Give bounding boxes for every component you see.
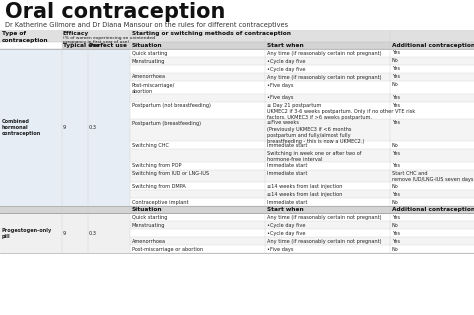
Text: ≤Five weeks
(Previously UKMEC3 if <6 months
postpartum and fully/almost fully
br: ≤Five weeks (Previously UKMEC3 if <6 mon… bbox=[267, 121, 364, 144]
Text: Efficacy: Efficacy bbox=[63, 32, 89, 37]
Text: Yes: Yes bbox=[392, 95, 400, 100]
Bar bbox=[130, 57, 474, 65]
Bar bbox=[130, 149, 474, 162]
Text: Yes: Yes bbox=[392, 151, 400, 156]
Text: Switching from POP: Switching from POP bbox=[132, 163, 182, 168]
Text: Amenorrhoea: Amenorrhoea bbox=[132, 239, 166, 244]
Text: 9: 9 bbox=[63, 231, 66, 236]
Bar bbox=[0, 49, 130, 206]
Bar bbox=[130, 221, 474, 229]
Text: Switching from DMPA: Switching from DMPA bbox=[132, 184, 186, 189]
Bar bbox=[130, 238, 474, 245]
Bar bbox=[0, 30, 474, 42]
Text: Additional contraception (7 days): Additional contraception (7 days) bbox=[392, 43, 474, 48]
Bar bbox=[62, 42, 474, 49]
Text: Immediate start: Immediate start bbox=[267, 143, 307, 148]
Text: •Cycle day five: •Cycle day five bbox=[267, 66, 306, 72]
Text: Postpartum (breastfeeding): Postpartum (breastfeeding) bbox=[132, 121, 201, 125]
Text: •Five days: •Five days bbox=[267, 95, 293, 100]
Bar bbox=[0, 206, 474, 213]
Bar bbox=[130, 190, 474, 198]
Bar bbox=[130, 170, 474, 182]
Text: Switching in week one or after two of
hormone-free interval: Switching in week one or after two of ho… bbox=[267, 151, 362, 162]
Text: Progestogen-only
pill: Progestogen-only pill bbox=[2, 228, 52, 239]
Text: ≤ Day 21 postpartum
UKMEC2 if 3-6 weeks postpartum. Only if no other VTE risk
fa: ≤ Day 21 postpartum UKMEC2 if 3-6 weeks … bbox=[267, 103, 415, 121]
Text: Any time (if reasonably certain not pregnant): Any time (if reasonably certain not preg… bbox=[267, 239, 382, 244]
Text: Immediate start: Immediate start bbox=[267, 171, 307, 176]
Text: Start when: Start when bbox=[267, 207, 304, 212]
Text: Oral contraception: Oral contraception bbox=[5, 2, 225, 22]
Text: Yes: Yes bbox=[392, 121, 400, 125]
Text: Yes: Yes bbox=[392, 239, 400, 244]
Text: Quick starting: Quick starting bbox=[132, 215, 167, 220]
Text: Start when: Start when bbox=[267, 43, 304, 48]
Text: Amenorrhoea: Amenorrhoea bbox=[132, 75, 166, 79]
Text: (% of women experiencing an unintended
pregnancy in first year of use): (% of women experiencing an unintended p… bbox=[63, 36, 155, 44]
Text: Yes: Yes bbox=[392, 215, 400, 220]
Bar bbox=[0, 213, 130, 253]
Text: Any time (if reasonably certain not pregnant): Any time (if reasonably certain not preg… bbox=[267, 50, 382, 55]
Bar bbox=[130, 119, 474, 141]
Text: No: No bbox=[392, 83, 399, 88]
Text: •Cycle day five: •Cycle day five bbox=[267, 223, 306, 228]
Text: Postpartum (not breastfeeding): Postpartum (not breastfeeding) bbox=[132, 103, 211, 108]
Text: Yes: Yes bbox=[392, 231, 400, 236]
Text: 9: 9 bbox=[63, 125, 66, 130]
Text: Yes: Yes bbox=[392, 50, 400, 55]
Text: Dr Katherine Gilmore and Dr Diana Mansour on the rules for different contracepti: Dr Katherine Gilmore and Dr Diana Mansou… bbox=[5, 22, 288, 28]
Bar bbox=[130, 94, 474, 102]
Text: Type of
contraception: Type of contraception bbox=[2, 32, 49, 43]
Text: ≥14 weeks from last injection: ≥14 weeks from last injection bbox=[267, 192, 342, 197]
Text: Additional contraception (48 hours): Additional contraception (48 hours) bbox=[392, 207, 474, 212]
Text: Situation: Situation bbox=[132, 207, 163, 212]
Text: Typical use: Typical use bbox=[63, 43, 100, 48]
Text: Yes: Yes bbox=[392, 103, 400, 108]
Text: Start CHC and
remove IUD/LNG-IUS seven days later: Start CHC and remove IUD/LNG-IUS seven d… bbox=[392, 171, 474, 182]
Text: Starting or switching methods of contraception: Starting or switching methods of contrac… bbox=[132, 32, 291, 37]
Text: No: No bbox=[392, 223, 399, 228]
Text: Post-miscarriage/
abortion: Post-miscarriage/ abortion bbox=[132, 83, 175, 94]
Text: 0.3: 0.3 bbox=[89, 231, 97, 236]
Text: Situation: Situation bbox=[132, 43, 163, 48]
Text: Any time (if reasonably certain not pregnant): Any time (if reasonably certain not preg… bbox=[267, 75, 382, 79]
Text: No: No bbox=[392, 143, 399, 148]
Text: Switching CHC: Switching CHC bbox=[132, 143, 169, 148]
Text: Menstruating: Menstruating bbox=[132, 59, 165, 64]
Text: No: No bbox=[392, 247, 399, 252]
Text: Menstruating: Menstruating bbox=[132, 223, 165, 228]
Text: No: No bbox=[392, 184, 399, 189]
Text: No: No bbox=[392, 200, 399, 205]
Text: Combined
hormonal
contraception: Combined hormonal contraception bbox=[2, 119, 41, 136]
Text: Contraceptive implant: Contraceptive implant bbox=[132, 200, 189, 205]
Text: Yes: Yes bbox=[392, 75, 400, 79]
Text: Switching from IUD or LNG-IUS: Switching from IUD or LNG-IUS bbox=[132, 171, 209, 176]
Text: Quick starting: Quick starting bbox=[132, 50, 167, 55]
Text: •Five days: •Five days bbox=[267, 247, 293, 252]
Text: 0.3: 0.3 bbox=[89, 125, 97, 130]
Text: •Cycle day five: •Cycle day five bbox=[267, 231, 306, 236]
Text: Yes: Yes bbox=[392, 163, 400, 168]
Text: ≤14 weeks from last injection: ≤14 weeks from last injection bbox=[267, 184, 342, 189]
Text: Yes: Yes bbox=[392, 66, 400, 72]
Text: Immediate start: Immediate start bbox=[267, 200, 307, 205]
Text: Post-miscarriage or abortion: Post-miscarriage or abortion bbox=[132, 247, 203, 252]
Text: Perfect use: Perfect use bbox=[89, 43, 127, 48]
Text: •Cycle day five: •Cycle day five bbox=[267, 59, 306, 64]
Text: Any time (if reasonably certain not pregnant): Any time (if reasonably certain not preg… bbox=[267, 215, 382, 220]
Text: No: No bbox=[392, 59, 399, 64]
Bar bbox=[130, 73, 474, 81]
Text: •Five days: •Five days bbox=[267, 83, 293, 88]
Text: Immediate start: Immediate start bbox=[267, 163, 307, 168]
Text: Yes: Yes bbox=[392, 192, 400, 197]
